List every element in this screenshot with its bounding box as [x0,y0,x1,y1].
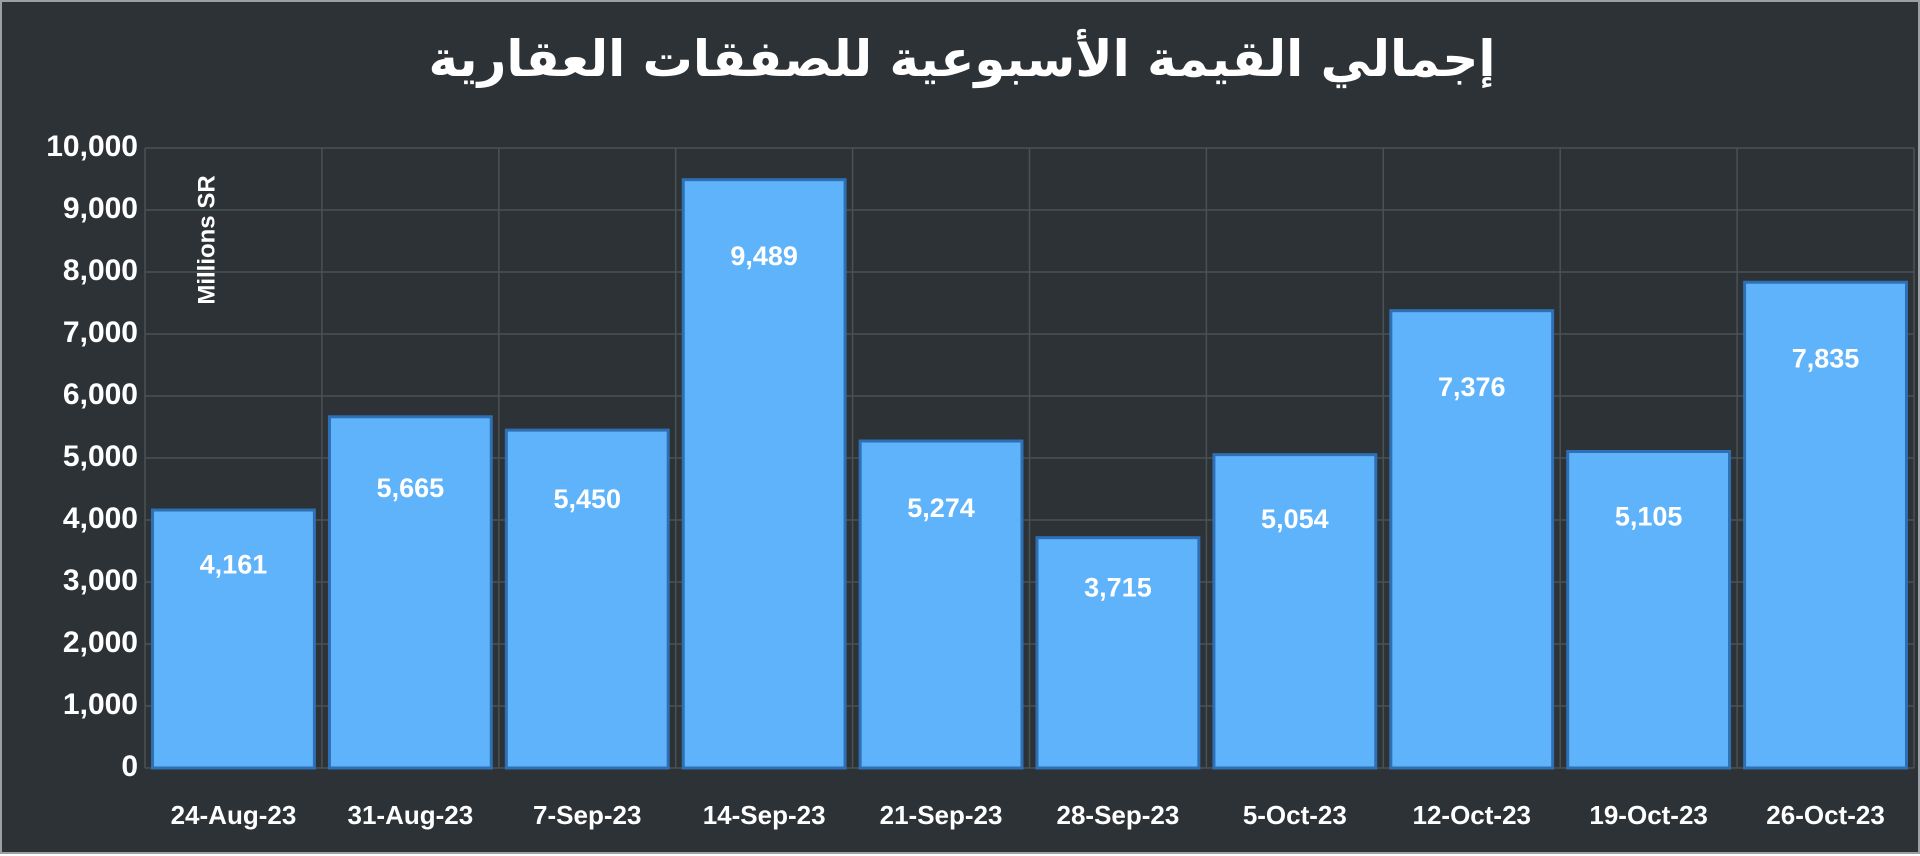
x-tick-label: 28-Sep-23 [1057,800,1180,830]
x-tick-label: 21-Sep-23 [880,800,1003,830]
data-labels: 4,161 5,665 5,450 9,489 5,274 3,715 5,054 7,376… [200,241,1860,602]
chart-title: إجمالي القيمة الأسبوعية للصفقات العقارية [428,30,1496,88]
data-label: 5,665 [377,473,445,503]
bar [858,439,1024,770]
bar [504,428,670,770]
x-tick-label: 31-Aug-23 [347,800,473,830]
x-tick-label: 14-Sep-23 [703,800,826,830]
x-tick-label: 26-Oct-23 [1766,800,1885,830]
bar [1035,536,1201,770]
bar [1743,280,1908,770]
bar [1566,449,1732,770]
y-tick-label: 2,000 [63,626,138,659]
bar [1212,453,1378,770]
x-axis: 24-Aug-23 31-Aug-23 7-Sep-23 14-Sep-23 21-Se… [171,800,1885,830]
bar [1389,309,1555,770]
x-tick-label: 5-Oct-23 [1243,800,1347,830]
data-label: 7,835 [1792,343,1860,373]
data-label: 5,450 [553,484,621,514]
y-tick-label: 7,000 [63,316,138,349]
data-label: 3,715 [1084,572,1152,602]
y-tick-label: 0 [121,750,138,783]
data-label: 4,161 [200,550,268,580]
y-tick-label: 9,000 [63,192,138,225]
y-tick-label: 4,000 [63,502,138,535]
data-label: 5,274 [907,493,975,523]
data-label: 9,489 [730,241,798,271]
x-tick-label: 7-Sep-23 [533,800,641,830]
bar [681,178,847,770]
bars [151,178,1908,770]
y-axis: 0 1,000 2,000 3,000 4,000 5,000 6,000 7,000 8,00… [46,130,138,783]
y-tick-label: 8,000 [63,254,138,287]
data-label: 7,376 [1438,372,1506,402]
x-tick-label: 24-Aug-23 [171,800,297,830]
y-tick-label: 10,000 [46,130,138,163]
data-label: 5,105 [1615,502,1683,532]
y-tick-label: 1,000 [63,688,138,721]
y-tick-label: 3,000 [63,564,138,597]
data-label: 5,054 [1261,504,1329,534]
y-axis-title: Millions SR [193,175,220,304]
x-tick-label: 19-Oct-23 [1589,800,1708,830]
bar [151,508,316,770]
y-tick-label: 6,000 [63,378,138,411]
y-tick-label: 5,000 [63,440,138,473]
x-tick-label: 12-Oct-23 [1413,800,1532,830]
bar [327,415,493,770]
